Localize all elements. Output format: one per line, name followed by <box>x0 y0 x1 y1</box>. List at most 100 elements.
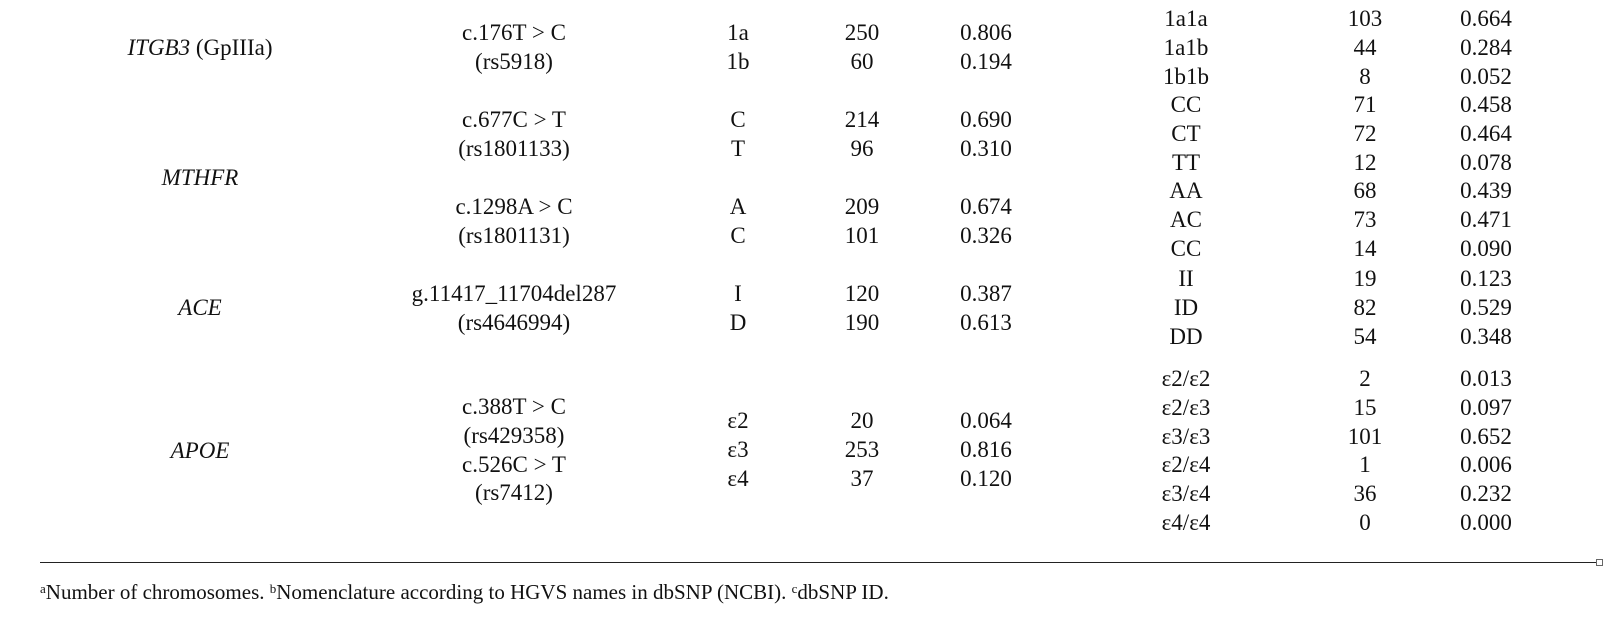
genotype-count-cell: 101 <box>1347 423 1383 449</box>
genotype-cell: II <box>1178 266 1194 291</box>
table-footnote: aNumber of chromosomes. bNomenclature ac… <box>40 578 889 606</box>
genotype-table: ITGB3 (GpIIIa) c.176T > C (rs5918) 1a 250 0.8… <box>127 6 1512 535</box>
genotype-frequency-cell: 0.529 <box>1460 294 1512 320</box>
allele-frequency-cell: 0.194 <box>960 48 1012 74</box>
genotype-frequency-cell: 0.232 <box>1460 481 1512 507</box>
allele-count-cell: 214 <box>844 107 880 132</box>
gene-name: ITGB3 (GpIIIa) <box>127 35 273 60</box>
genotype-cell: DD <box>1169 323 1203 349</box>
allele-cell: C <box>730 107 746 132</box>
variant-label: (rs1801133) <box>458 135 570 161</box>
genotype-frequency-cell: 0.652 <box>1460 423 1512 449</box>
variant-label: g.11417_11704del287 <box>411 281 617 306</box>
variant-label: c.1298A > C <box>455 194 573 219</box>
table-bottom-rule <box>40 562 1596 563</box>
footnote-text: dbSNP ID. <box>797 580 889 604</box>
genotype-count-cell: 2 <box>1359 366 1371 391</box>
allele-frequency-cell: 0.690 <box>960 107 1012 132</box>
genotype-count-cell: 12 <box>1353 149 1377 175</box>
genotype-count-cell: 54 <box>1353 323 1377 349</box>
variant-label: (rs4646994) <box>457 309 571 335</box>
allele-count-cell: 250 <box>844 20 880 45</box>
allele-cell: D <box>729 309 747 335</box>
gene-name: ACE <box>178 295 222 320</box>
genotype-cell: ε2/ε3 <box>1161 394 1211 420</box>
genotype-frequency-cell: 0.458 <box>1460 92 1512 117</box>
genotype-frequency-cell: 0.348 <box>1460 323 1512 349</box>
genotype-cell: ε4/ε4 <box>1161 510 1211 535</box>
genotype-count-cell: 103 <box>1347 6 1383 31</box>
genotype-cell: CC <box>1170 236 1202 261</box>
allele-frequency-cell: 0.674 <box>960 194 1012 219</box>
gene-name: APOE <box>170 438 230 463</box>
variant-label: (rs429358) <box>463 422 565 448</box>
genotype-cell: ε3/ε3 <box>1161 423 1211 449</box>
allele-cell: A <box>729 194 747 219</box>
allele-cell: ε4 <box>727 465 749 491</box>
genotype-frequency-cell: 0.284 <box>1460 34 1512 60</box>
genotype-count-cell: 0 <box>1359 510 1371 535</box>
genotype-cell: 1b1b <box>1163 63 1209 89</box>
variant-label: (rs1801131) <box>458 222 570 248</box>
allele-cell: 1b <box>726 48 750 74</box>
allele-count-cell: 20 <box>850 408 874 433</box>
allele-count-cell: 190 <box>844 309 880 335</box>
footnote-text: Number of chromosomes. <box>45 580 270 604</box>
genotype-frequency-cell: 0.439 <box>1460 178 1512 204</box>
allele-frequency-cell: 0.326 <box>960 222 1012 248</box>
variant-label: c.176T > C <box>462 20 566 45</box>
allele-frequency-cell: 0.613 <box>960 309 1012 335</box>
genotype-frequency-cell: 0.123 <box>1460 266 1512 291</box>
variant-label: (rs5918) <box>475 48 553 74</box>
footnote-text: Nomenclature according to HGVS names in … <box>276 580 792 604</box>
genotype-count-cell: 8 <box>1359 63 1371 89</box>
allele-frequency-cell: 0.387 <box>960 281 1012 306</box>
genotype-cell: AA <box>1169 178 1203 204</box>
genotype-count-cell: 71 <box>1353 92 1377 117</box>
genotype-count-cell: 19 <box>1353 266 1377 291</box>
genotype-frequency-cell: 0.000 <box>1460 510 1512 535</box>
allele-cell: I <box>734 281 742 306</box>
allele-cell: 1a <box>727 20 749 45</box>
genotype-frequency-cell: 0.664 <box>1460 6 1512 31</box>
allele-count-cell: 120 <box>844 281 880 306</box>
allele-cell: ε2 <box>727 408 749 433</box>
resize-handle-icon <box>1596 559 1603 566</box>
genotype-cell: 1a1a <box>1164 6 1208 31</box>
genotype-frequency-cell: 0.471 <box>1460 207 1512 233</box>
allele-count-cell: 209 <box>844 194 880 219</box>
allele-frequency-cell: 0.816 <box>960 436 1012 462</box>
genotype-cell: CT <box>1171 120 1201 146</box>
genotype-count-cell: 15 <box>1353 394 1377 420</box>
genotype-count-cell: 36 <box>1353 481 1377 507</box>
variant-label: (rs7412) <box>475 480 553 506</box>
genotype-count-cell: 68 <box>1353 178 1377 204</box>
genotype-count-cell: 14 <box>1353 236 1377 261</box>
genotype-cell: TT <box>1171 149 1201 175</box>
genotype-frequency-cell: 0.006 <box>1460 452 1512 478</box>
genotype-frequency-cell: 0.464 <box>1460 120 1512 146</box>
genotype-frequency-cell: 0.013 <box>1460 366 1512 391</box>
allele-count-cell: 60 <box>850 48 874 74</box>
genotype-frequency-cell: 0.097 <box>1460 394 1512 420</box>
genotype-frequency-cell: 0.078 <box>1460 149 1512 175</box>
genotype-cell: CC <box>1170 92 1202 117</box>
variant-label: c.526C > T <box>462 451 566 477</box>
variant-label: c.388T > C <box>462 394 566 419</box>
genotype-cell: 1a1b <box>1163 34 1209 60</box>
genotype-count-cell: 82 <box>1353 294 1377 320</box>
footnote-mark: a <box>40 581 46 596</box>
allele-frequency-cell: 0.120 <box>960 465 1012 491</box>
allele-frequency-cell: 0.064 <box>960 408 1012 433</box>
allele-count-cell: 37 <box>850 465 874 491</box>
allele-cell: ε3 <box>727 436 749 462</box>
genotype-count-cell: 73 <box>1353 207 1377 233</box>
footnote-mark: b <box>269 581 277 596</box>
genotype-count-cell: 44 <box>1353 34 1377 60</box>
genotype-cell: ε2/ε4 <box>1161 452 1211 478</box>
allele-count-cell: 96 <box>850 135 874 161</box>
variant-label: c.677C > T <box>462 107 566 132</box>
genotype-cell: AC <box>1170 207 1202 233</box>
genotype-count-cell: 72 <box>1353 120 1377 146</box>
allele-count-cell: 101 <box>844 222 880 248</box>
